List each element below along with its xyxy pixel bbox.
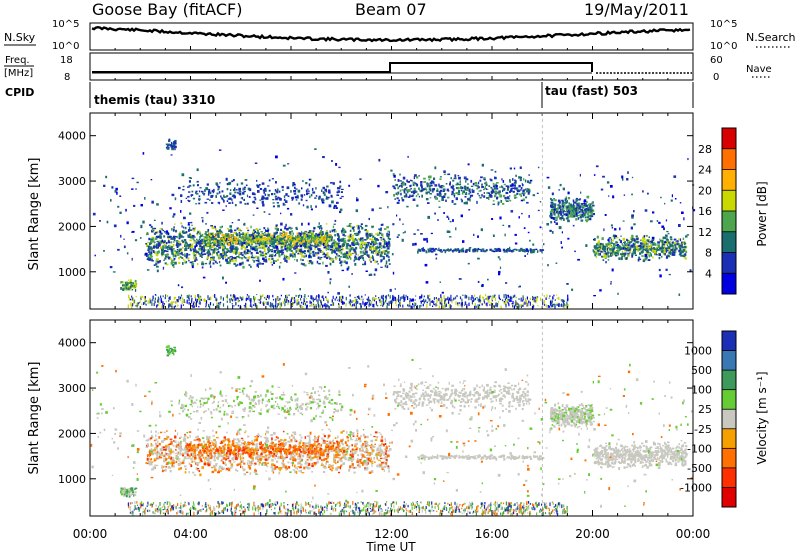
colorbar-swatch bbox=[722, 128, 736, 150]
velocity-ylabel: Slant Range [km] bbox=[27, 362, 42, 475]
noise-sky-trace bbox=[91, 25, 691, 43]
ytick-label: 1000 bbox=[58, 473, 86, 486]
power-panel: Slant Range [km] 4000 3000 2000 1000 28 24 20… bbox=[27, 112, 769, 310]
colorbar-swatch bbox=[722, 350, 736, 371]
xaxis-tick-label: 16:00 bbox=[475, 527, 510, 541]
noise-left-tick-bottom: 10^0 bbox=[52, 41, 79, 52]
colorbar-tick-label: 4 bbox=[705, 267, 712, 280]
noise-right-tick-top: 10^5 bbox=[710, 19, 737, 30]
colorbar-tick-label: 12 bbox=[698, 226, 712, 239]
ytick-label: 1000 bbox=[58, 266, 86, 279]
power-colorbar-label: Power [dB] bbox=[755, 181, 769, 246]
cpid-label: CPID bbox=[5, 86, 34, 99]
colorbar-tick-label: 28 bbox=[698, 143, 712, 156]
nave-label: Nave bbox=[746, 64, 772, 75]
cpid-panel: CPID themis (tau) 3310 tau (fast) 503 bbox=[5, 82, 694, 108]
beam-title: Beam 07 bbox=[355, 0, 427, 19]
colorbar-tick-label: 8 bbox=[705, 247, 712, 260]
colorbar-swatch bbox=[722, 273, 736, 295]
freq-tick-bottom: 8 bbox=[64, 72, 70, 83]
colorbar-tick-label: -1000 bbox=[680, 481, 712, 494]
ytick-label: 3000 bbox=[58, 382, 86, 395]
colorbar-swatch bbox=[722, 190, 736, 212]
ytick-label: 3000 bbox=[58, 175, 86, 188]
colorbar-tick-label: -25 bbox=[694, 423, 712, 436]
colorbar-tick-label: 24 bbox=[698, 164, 712, 177]
colorbar-swatch bbox=[722, 487, 736, 508]
power-colorbar: 28 24 20 16 12 8 4 bbox=[698, 127, 737, 295]
colorbar-tick-label: 25 bbox=[698, 403, 712, 416]
x-axis: 00:00 04:00 08:00 12:00 16:00 20:00 00:00 bbox=[73, 46, 711, 541]
colorbar-swatch bbox=[722, 169, 736, 191]
nave-tick-top: 60 bbox=[710, 55, 723, 66]
colorbar-swatch bbox=[722, 409, 736, 430]
noise-right-label: N.Search bbox=[746, 31, 796, 44]
velocity-heatmap-cells bbox=[90, 344, 694, 517]
velocity-panel: Slant Range [km] 4000 3000 2000 1000 1000 50… bbox=[27, 319, 769, 517]
ytick-label: 2000 bbox=[58, 427, 86, 440]
noise-right-tick-bottom: 10^0 bbox=[710, 41, 737, 52]
noise-left-tick-top: 10^5 bbox=[52, 19, 79, 30]
power-yticks: 4000 3000 2000 1000 bbox=[58, 130, 693, 279]
cpid-mode-2: tau (fast) 503 bbox=[545, 84, 638, 98]
colorbar-swatch bbox=[722, 148, 736, 170]
nave-tick-bottom: 0 bbox=[713, 72, 719, 83]
colorbar-swatch bbox=[722, 448, 736, 469]
colorbar-swatch bbox=[722, 231, 736, 253]
xaxis-tick-label: 12:00 bbox=[374, 527, 409, 541]
colorbar-tick-label: 1000 bbox=[684, 345, 712, 358]
colorbar-tick-label: -500 bbox=[687, 462, 712, 475]
colorbar-swatch bbox=[722, 428, 736, 449]
date-title: 19/May/2011 bbox=[584, 0, 689, 19]
colorbar-swatch bbox=[722, 252, 736, 274]
xaxis-tick-label: 04:00 bbox=[173, 527, 208, 541]
noise-left-label: N.Sky bbox=[4, 31, 36, 44]
freq-tick-top: 18 bbox=[60, 55, 73, 66]
ytick-label: 2000 bbox=[58, 220, 86, 233]
colorbar-tick-label: 16 bbox=[698, 205, 712, 218]
station-title: Goose Bay (fitACF) bbox=[92, 0, 242, 19]
colorbar-tick-label: 20 bbox=[698, 184, 712, 197]
colorbar-tick-label: -100 bbox=[687, 442, 712, 455]
power-ylabel: Slant Range [km] bbox=[27, 158, 42, 271]
colorbar-swatch bbox=[722, 389, 736, 410]
freq-trace bbox=[92, 62, 593, 73]
velocity-yticks: 4000 3000 2000 1000 bbox=[58, 337, 693, 486]
cpid-mode-1: themis (tau) 3310 bbox=[94, 93, 215, 107]
velocity-colorbar: 1000 500 100 25 -25 -100 -500 -1000 bbox=[680, 330, 737, 508]
colorbar-swatch bbox=[722, 467, 736, 488]
ytick-label: 4000 bbox=[58, 130, 86, 143]
velocity-colorbar-label: Velocity [m s⁻¹] bbox=[755, 371, 769, 464]
noise-panel: N.Sky 10^5 10^0 10^5 10^0 N.Search bbox=[4, 19, 796, 52]
colorbar-swatch bbox=[722, 331, 736, 352]
xaxis-tick-label: 00:00 bbox=[676, 527, 711, 541]
colorbar-tick-label: 500 bbox=[691, 364, 712, 377]
colorbar-swatch bbox=[722, 370, 736, 391]
freq-label-top: Freq. bbox=[5, 55, 30, 66]
xaxis-label: Time UT bbox=[365, 540, 416, 554]
xaxis-tick-label: 00:00 bbox=[73, 527, 108, 541]
xaxis-tick-label: 08:00 bbox=[274, 527, 309, 541]
colorbar-swatch bbox=[722, 211, 736, 233]
freq-panel: Freq. [MHz] 18 8 60 0 Nave bbox=[4, 52, 772, 83]
freq-label-bottom: [MHz] bbox=[4, 68, 33, 79]
xaxis-tick-label: 20:00 bbox=[575, 527, 610, 541]
power-heatmap-cells bbox=[92, 138, 696, 310]
ytick-label: 4000 bbox=[58, 337, 86, 350]
colorbar-tick-label: 100 bbox=[691, 384, 712, 397]
